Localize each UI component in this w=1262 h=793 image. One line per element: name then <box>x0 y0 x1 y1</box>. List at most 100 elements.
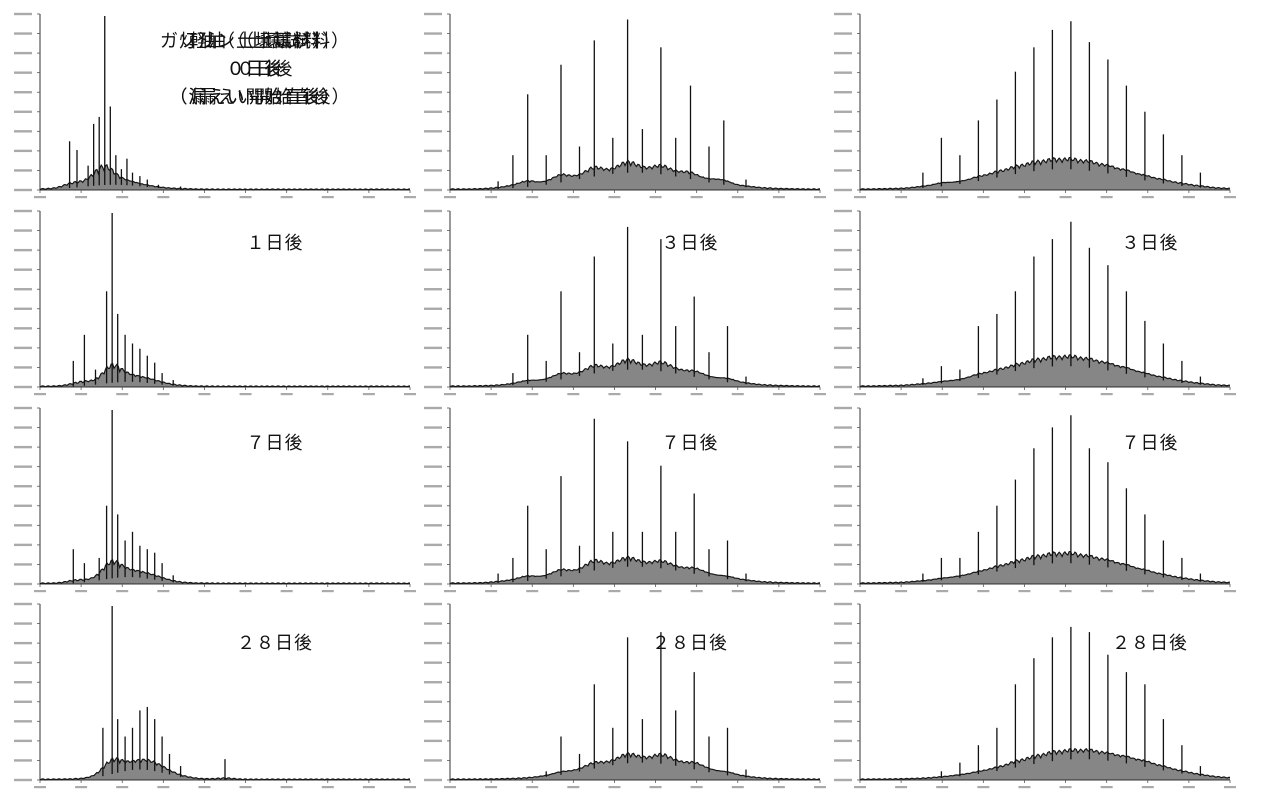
x-tick-label <box>1018 196 1031 199</box>
baseline-fill <box>860 551 1230 584</box>
y-tick-label <box>14 169 32 172</box>
y-tick-label <box>834 288 852 291</box>
x-tick-label <box>690 590 703 593</box>
chromatogram-svg <box>834 406 1236 593</box>
y-tick-label <box>14 248 32 252</box>
y-tick-label <box>14 485 32 488</box>
y-tick-label <box>424 406 442 410</box>
y-tick-label <box>834 720 852 723</box>
chromatogram-svg <box>14 209 416 396</box>
x-tick-label <box>608 590 621 593</box>
y-tick-label <box>834 504 852 507</box>
x-tick-label <box>1059 196 1072 199</box>
x-tick-label <box>936 590 949 593</box>
chromatogram-svg <box>424 406 826 593</box>
x-tick-label <box>198 786 211 789</box>
x-tick-label <box>895 196 908 199</box>
y-tick-label <box>834 602 852 606</box>
days-label: ７日後 <box>246 433 304 454</box>
y-tick-label <box>424 307 442 310</box>
x-tick-label <box>75 786 88 789</box>
y-tick-label <box>424 288 442 291</box>
x-tick-label <box>239 590 252 593</box>
days-label: ０日後 <box>236 59 294 80</box>
y-tick-label <box>834 327 852 330</box>
x-tick-label <box>854 786 866 789</box>
y-tick-label <box>424 661 442 664</box>
x-tick-label <box>731 786 744 789</box>
x-tick-label <box>116 590 129 593</box>
x-tick-label <box>34 196 46 199</box>
y-tick-label <box>834 445 852 449</box>
y-tick-label <box>14 366 32 369</box>
y-tick-label <box>14 12 32 16</box>
y-tick-label <box>14 406 32 410</box>
x-tick-label <box>977 786 990 789</box>
y-tick-label <box>834 641 852 645</box>
x-tick-label <box>34 786 46 789</box>
x-tick-label <box>362 196 375 199</box>
chromatogram-svg <box>14 12 416 199</box>
panel-label: ７日後 <box>570 430 810 458</box>
y-tick-label <box>424 91 442 94</box>
x-tick-label <box>444 590 456 593</box>
x-tick-label <box>567 786 580 789</box>
x-tick-label <box>936 786 949 789</box>
baseline-trace <box>449 357 821 388</box>
chromatogram-panel-gasoline-3 <box>10 598 420 793</box>
y-tick-label <box>834 91 852 94</box>
panel-label: ２８日後 <box>570 630 810 658</box>
x-tick-label <box>649 786 662 789</box>
panel-label: １日後 <box>155 230 395 258</box>
x-tick-label <box>116 196 129 199</box>
chromatogram-panel-gasoline-2 <box>10 402 420 597</box>
y-tick-label <box>834 268 852 271</box>
x-tick-label <box>608 786 621 789</box>
x-tick-label <box>895 786 908 789</box>
y-tick-label <box>834 248 852 252</box>
x-tick-label <box>321 196 334 199</box>
x-tick-label <box>1224 590 1236 593</box>
x-tick-label <box>772 393 785 396</box>
panel-note: （漏えい開始直後） <box>179 87 351 108</box>
chromatogram-svg <box>834 209 1236 396</box>
y-tick-label <box>424 366 442 369</box>
days-label: ７日後 <box>1121 433 1179 454</box>
x-tick-label <box>854 393 866 396</box>
y-tick-label <box>424 149 442 153</box>
y-tick-label <box>14 229 32 232</box>
x-tick-label <box>690 393 703 396</box>
y-tick-label <box>14 739 32 743</box>
x-tick-label <box>485 196 498 199</box>
days-label: ２８日後 <box>652 633 728 654</box>
y-tick-label <box>14 445 32 449</box>
y-tick-label <box>424 622 442 625</box>
y-tick-label <box>834 130 852 133</box>
days-label: ３日後 <box>1121 233 1179 254</box>
y-tick-label <box>834 307 852 310</box>
y-tick-label <box>14 385 32 389</box>
x-tick-label <box>116 786 129 789</box>
y-tick-label <box>834 778 852 782</box>
x-tick-label <box>1059 590 1072 593</box>
y-tick-label <box>834 366 852 369</box>
x-tick-label <box>567 393 580 396</box>
x-tick-label <box>444 786 456 789</box>
baseline-fill <box>450 358 820 387</box>
y-tick-label <box>834 622 852 625</box>
panel-label: ガソリン（土壌試料） ０日後 （漏えい開始直後） <box>135 28 375 112</box>
x-tick-label <box>567 590 580 593</box>
panel-label: ７日後 <box>155 430 395 458</box>
y-tick-label <box>424 110 442 113</box>
x-tick-label <box>814 393 826 396</box>
chromatogram-panel-diesel-0 <box>830 8 1240 203</box>
x-tick-label <box>1141 786 1154 789</box>
y-tick-label <box>834 51 852 55</box>
y-tick-label <box>424 445 442 449</box>
y-tick-label <box>424 188 442 192</box>
y-tick-label <box>14 602 32 606</box>
chromatogram-panel-kerosene-3 <box>420 598 830 793</box>
baseline-fill <box>450 556 820 584</box>
x-tick-label <box>1141 590 1154 593</box>
y-tick-label <box>834 32 852 35</box>
